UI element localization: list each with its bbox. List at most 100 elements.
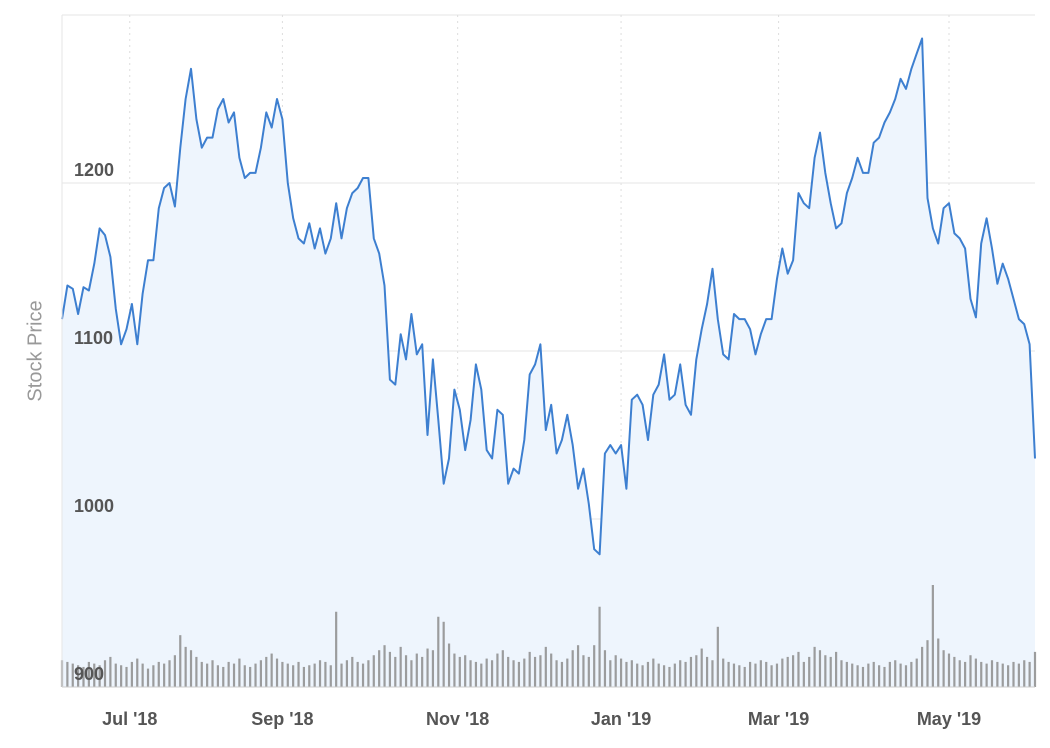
volume-bar [587,656,590,687]
volume-bar [791,655,795,687]
x-tick-label: Jul '18 [102,709,157,729]
volume-bar [689,656,693,687]
volume-bar [206,663,209,687]
volume-bar [824,655,827,687]
volume-bar [754,663,757,687]
volume-bar [705,656,709,687]
volume-bar [71,663,74,687]
volume-bar [657,663,660,687]
volume-bar [544,646,547,687]
volume-bar [910,661,913,687]
volume-bar [496,653,499,687]
volume-bar [1007,665,1010,687]
volume-bar [662,665,666,687]
volume-bar [797,651,800,687]
volume-bar [458,656,461,687]
volume-bar [593,645,596,687]
volume-bar [474,661,478,687]
price-line [61,37,1036,556]
x-tick-label: Nov '18 [426,709,489,729]
volume-bar [539,655,542,687]
volume-bar [851,663,854,687]
volume-bar [415,653,418,687]
volume-bar [356,661,359,687]
volume-bar [464,655,467,687]
volume-bar [899,663,902,687]
volume-bar [700,648,703,687]
volume-bar [808,656,811,687]
volume-bar [695,655,698,687]
volume-bar [286,663,289,687]
volume-bar [603,650,607,687]
volume-bar [404,655,408,687]
y-tick-label: 1000 [74,496,114,516]
volume-bar [399,646,402,687]
volume-bar [619,658,623,687]
volume-bar [533,656,537,687]
volume-bar [576,645,580,687]
volume-bar [953,656,956,687]
volume-bar [942,650,945,687]
volume-bar [275,658,279,687]
volume-bar [141,663,144,687]
volume-bar [146,668,150,687]
volume-bar [636,663,639,687]
volume-bar [259,660,263,687]
volume-bar [340,663,343,687]
volume-bar [383,645,386,687]
volume-bar [130,661,133,687]
volume-bar [904,665,908,687]
volume-bar [189,650,193,687]
volume-bar [227,661,230,687]
volume-bar [77,665,80,687]
volume-bar [566,658,569,687]
volume-bar [834,651,838,687]
volume-bar [302,666,306,687]
volume-bar [1023,660,1026,687]
volume-bar [157,661,160,687]
volume-bar [136,658,139,687]
y-tick-label: 1100 [74,328,113,348]
volume-bar [367,660,370,687]
volume-bar [818,650,822,687]
volume-bar [195,656,198,687]
volume-bar [507,656,510,687]
volume-bar [313,663,316,687]
volume-bar [550,653,553,687]
volume-bar [103,660,107,687]
volume-bar [571,650,574,687]
volume-bar [351,656,354,687]
volume-bar [87,661,90,687]
volume-bar [921,646,924,687]
volume-bar [249,666,252,687]
volume-bar [985,663,988,687]
price-area [62,38,1035,687]
volume-bar [378,650,381,687]
volume-bar [743,666,746,687]
volume-bar [990,660,994,687]
volume-bar [152,665,155,687]
volume-bar [555,660,558,687]
volume-bar [878,665,881,687]
volume-bar [980,661,983,687]
volume-bar [759,660,762,687]
volume-bar [173,655,176,687]
volume-bar [646,661,650,687]
volume-bar [888,661,891,687]
volume-bar [222,666,225,687]
volume-bar [469,660,472,687]
volume-bar [114,663,117,687]
volume-bar [915,658,918,687]
volume-bar [609,660,612,687]
volume-bar [996,661,999,687]
volume-bar [163,663,166,687]
volume-bar [872,661,875,687]
volume-bar [447,643,451,687]
volume-bar [765,661,768,687]
volume-bar [598,606,601,687]
volume-bar [652,658,655,687]
volume-bar [786,656,789,687]
volume-bar [297,661,300,687]
volume-bar [856,665,859,687]
